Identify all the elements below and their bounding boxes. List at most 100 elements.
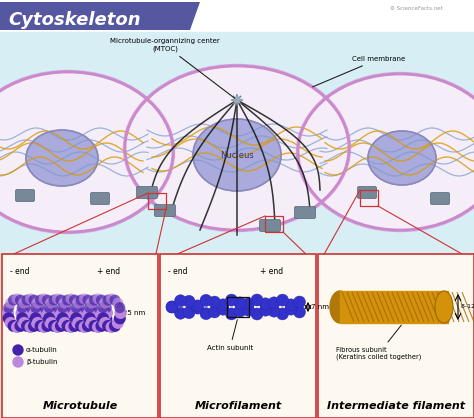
Circle shape bbox=[19, 312, 31, 324]
Bar bbox=[340, 291, 448, 323]
Circle shape bbox=[62, 320, 73, 332]
Circle shape bbox=[61, 307, 73, 319]
Polygon shape bbox=[0, 2, 200, 30]
Circle shape bbox=[35, 320, 46, 332]
Circle shape bbox=[112, 298, 123, 308]
Circle shape bbox=[57, 312, 69, 324]
Bar bbox=[360, 190, 378, 206]
Circle shape bbox=[92, 293, 103, 304]
FancyBboxPatch shape bbox=[155, 204, 175, 217]
Circle shape bbox=[8, 295, 19, 306]
Text: 7 nm: 7 nm bbox=[311, 304, 329, 310]
Circle shape bbox=[25, 321, 36, 333]
Circle shape bbox=[55, 295, 66, 306]
FancyBboxPatch shape bbox=[318, 254, 474, 418]
Circle shape bbox=[30, 312, 42, 324]
Circle shape bbox=[58, 298, 69, 308]
Circle shape bbox=[209, 306, 220, 318]
Circle shape bbox=[29, 307, 41, 319]
Circle shape bbox=[72, 317, 84, 329]
Circle shape bbox=[38, 321, 50, 333]
Circle shape bbox=[191, 300, 203, 312]
Text: Microtubule: Microtubule bbox=[42, 401, 118, 411]
Ellipse shape bbox=[368, 131, 436, 185]
Circle shape bbox=[16, 307, 27, 319]
Circle shape bbox=[42, 295, 53, 306]
Circle shape bbox=[97, 312, 109, 324]
Circle shape bbox=[70, 312, 82, 324]
Circle shape bbox=[106, 293, 117, 304]
Circle shape bbox=[83, 307, 95, 319]
Circle shape bbox=[8, 320, 19, 332]
Text: Cytoskeleton: Cytoskeleton bbox=[8, 11, 141, 29]
Circle shape bbox=[20, 302, 31, 313]
Circle shape bbox=[86, 317, 98, 329]
Circle shape bbox=[3, 312, 15, 324]
Circle shape bbox=[234, 305, 246, 317]
FancyBboxPatch shape bbox=[16, 189, 35, 201]
Text: β-tubulin: β-tubulin bbox=[26, 359, 57, 365]
Circle shape bbox=[47, 302, 58, 313]
Circle shape bbox=[191, 302, 203, 314]
Circle shape bbox=[89, 295, 100, 306]
Circle shape bbox=[13, 345, 23, 355]
Circle shape bbox=[101, 307, 113, 319]
Circle shape bbox=[32, 317, 44, 329]
Circle shape bbox=[56, 307, 68, 319]
Text: + end: + end bbox=[260, 268, 283, 276]
Circle shape bbox=[293, 306, 306, 318]
Ellipse shape bbox=[0, 72, 173, 232]
Circle shape bbox=[251, 308, 263, 320]
Circle shape bbox=[18, 317, 30, 329]
Circle shape bbox=[34, 307, 46, 319]
Circle shape bbox=[46, 312, 58, 324]
Text: Microtubule-organnizing center
(MTOC): Microtubule-organnizing center (MTOC) bbox=[110, 38, 235, 98]
Circle shape bbox=[174, 307, 186, 319]
Circle shape bbox=[200, 308, 212, 320]
Circle shape bbox=[18, 298, 29, 308]
Circle shape bbox=[30, 302, 41, 313]
Circle shape bbox=[234, 97, 240, 103]
Circle shape bbox=[209, 296, 220, 308]
Text: 25 nm: 25 nm bbox=[123, 310, 145, 316]
Circle shape bbox=[183, 296, 195, 307]
FancyBboxPatch shape bbox=[160, 254, 316, 418]
Circle shape bbox=[15, 295, 26, 306]
Circle shape bbox=[35, 295, 46, 306]
Circle shape bbox=[31, 317, 43, 329]
Circle shape bbox=[79, 321, 91, 333]
Circle shape bbox=[102, 295, 114, 306]
Circle shape bbox=[72, 298, 83, 308]
Circle shape bbox=[276, 308, 289, 320]
Circle shape bbox=[3, 302, 14, 313]
Circle shape bbox=[293, 296, 306, 308]
Circle shape bbox=[21, 295, 33, 306]
Circle shape bbox=[99, 317, 110, 329]
Circle shape bbox=[72, 317, 83, 329]
Circle shape bbox=[226, 308, 237, 320]
Text: Microfilament: Microfilament bbox=[194, 401, 282, 411]
Circle shape bbox=[166, 301, 178, 313]
Circle shape bbox=[48, 295, 60, 306]
Circle shape bbox=[166, 301, 178, 313]
Circle shape bbox=[101, 302, 112, 313]
Text: - end: - end bbox=[168, 268, 188, 276]
Ellipse shape bbox=[435, 291, 453, 323]
Circle shape bbox=[259, 304, 272, 316]
FancyBboxPatch shape bbox=[357, 186, 376, 199]
Circle shape bbox=[57, 302, 68, 313]
Circle shape bbox=[16, 312, 28, 324]
Circle shape bbox=[48, 320, 60, 332]
Text: Intermediate filament: Intermediate filament bbox=[327, 401, 465, 411]
Circle shape bbox=[25, 293, 36, 304]
Text: α-tubulin: α-tubulin bbox=[26, 347, 58, 353]
Circle shape bbox=[87, 312, 99, 324]
Circle shape bbox=[79, 293, 90, 304]
Circle shape bbox=[276, 294, 289, 306]
Circle shape bbox=[71, 302, 82, 313]
Circle shape bbox=[217, 299, 229, 311]
Circle shape bbox=[268, 305, 280, 317]
Circle shape bbox=[55, 320, 67, 332]
Circle shape bbox=[234, 297, 246, 309]
Circle shape bbox=[18, 298, 30, 308]
